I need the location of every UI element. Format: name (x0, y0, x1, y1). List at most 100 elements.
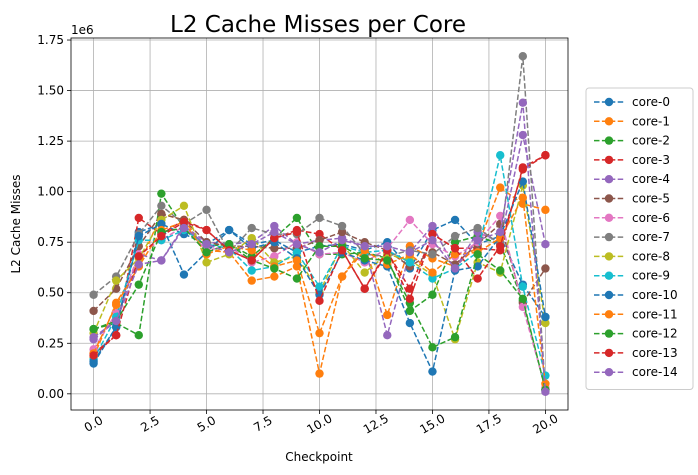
legend-marker (604, 194, 614, 203)
data-point (450, 333, 460, 342)
x-tick-label: 5.0 (195, 413, 219, 435)
legend-label: core-6 (632, 211, 670, 225)
data-point (518, 294, 528, 304)
chart-title: L2 Cache Misses per Core (170, 12, 466, 38)
data-point (541, 264, 550, 273)
legend-label: core-12 (632, 327, 678, 341)
data-point (405, 248, 415, 257)
y-axis-label: L2 Cache Misses (9, 174, 23, 273)
data-point (315, 242, 324, 251)
data-point (89, 333, 98, 342)
data-point (202, 205, 211, 215)
data-point (428, 235, 437, 245)
legend-label: core-4 (632, 172, 670, 186)
series-line (92, 155, 547, 376)
data-point (270, 244, 279, 253)
data-point (315, 235, 324, 245)
legend-marker (604, 97, 614, 107)
data-point (315, 248, 324, 257)
data-point (315, 328, 324, 338)
legend-label: core-8 (632, 249, 670, 263)
y-axis: 0.00 0.25 0.50 0.75 1.00 1.25 1.50 1.75 (37, 33, 71, 401)
data-point (202, 225, 211, 235)
x-tick-label: 17.5 (474, 411, 504, 436)
data-point (496, 151, 505, 160)
data-point (383, 256, 392, 265)
x-tick-label: 15.0 (417, 411, 447, 436)
data-point (405, 306, 415, 316)
data-point (405, 258, 415, 267)
series-core-14 (89, 98, 550, 397)
data-point (270, 221, 279, 231)
data-point (134, 213, 143, 223)
y-tick-label: 1.75 (37, 33, 64, 47)
data-point (383, 330, 392, 340)
data-point (541, 205, 550, 215)
x-tick-label: 2.5 (138, 413, 162, 435)
legend-item: core-9 (594, 269, 670, 283)
data-point (496, 266, 505, 275)
legend-item: core-0 (594, 95, 670, 109)
legend-marker (604, 348, 614, 358)
data-point (111, 330, 121, 340)
data-point (157, 209, 166, 219)
legend-marker (604, 310, 614, 319)
data-point (450, 264, 460, 273)
data-point (89, 357, 98, 366)
data-point (270, 272, 279, 281)
data-point (428, 250, 437, 259)
data-point (518, 98, 528, 107)
data-point (473, 223, 482, 233)
y-tick-label: 0.00 (37, 387, 64, 401)
data-point (315, 229, 324, 239)
data-point (405, 215, 415, 225)
data-point (270, 252, 279, 261)
data-point (518, 165, 528, 174)
legend-marker (604, 368, 614, 377)
data-point (292, 274, 302, 283)
data-point (360, 284, 369, 293)
data-point (157, 231, 166, 241)
data-point (247, 240, 256, 249)
legend-item: core-7 (594, 230, 670, 244)
data-point (157, 219, 166, 229)
data-point (292, 248, 302, 257)
data-point (541, 312, 550, 322)
data-point (496, 242, 505, 251)
legend-label: core-0 (632, 95, 670, 109)
x-tick-label: 7.5 (251, 413, 275, 435)
data-point (518, 193, 528, 202)
y-tick-label: 1.00 (37, 185, 64, 199)
x-tick-label: 0.0 (82, 413, 106, 435)
x-axis-label: Checkpoint (285, 450, 353, 464)
legend-item: core-11 (594, 307, 678, 321)
legend-marker (604, 117, 614, 126)
data-point (89, 290, 98, 299)
data-point (360, 254, 369, 263)
data-point (428, 274, 437, 283)
data-point (292, 213, 302, 223)
data-point (315, 296, 324, 306)
data-point (383, 310, 392, 320)
data-point (157, 256, 166, 265)
legend-item: core-5 (594, 192, 670, 206)
legend-marker (604, 329, 614, 338)
legend-item: core-10 (594, 288, 678, 302)
data-point (541, 387, 550, 397)
x-tick-label: 20.0 (530, 411, 560, 436)
y-tick-label: 1.25 (37, 134, 64, 148)
legend-item: core-12 (594, 327, 678, 341)
data-point (247, 266, 256, 275)
legend-item: core-14 (594, 365, 678, 379)
legend-item: core-13 (594, 346, 678, 360)
data-point (202, 248, 211, 257)
data-point (405, 318, 415, 328)
legend-marker (604, 213, 614, 222)
legend-marker (604, 136, 614, 145)
legend-item: core-1 (594, 114, 670, 128)
data-point (111, 316, 121, 326)
x-tick-label: 10.0 (304, 411, 334, 436)
legend-label: core-14 (632, 365, 678, 379)
data-point (450, 244, 460, 253)
legend-label: core-13 (632, 346, 678, 360)
